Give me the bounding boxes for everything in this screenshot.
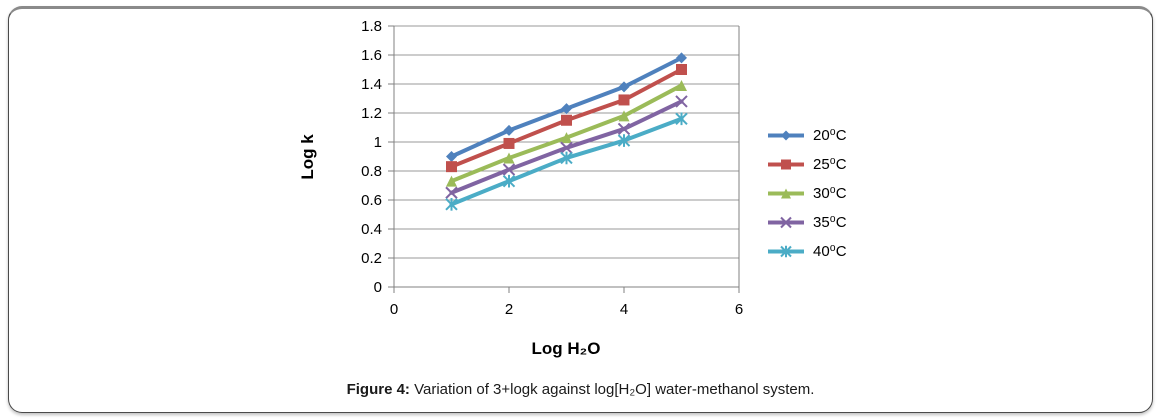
legend-label: 25⁰C [813, 156, 847, 173]
triangle-marker-icon [561, 132, 572, 144]
caption-text: Variation of 3+logk against log[H₂O] wat… [409, 381, 815, 398]
y-tick-label: 0.4 [361, 221, 382, 238]
caption-label: Figure 4: [346, 381, 410, 398]
diamond-marker-icon [618, 81, 630, 93]
legend-key-icon [768, 216, 804, 228]
x-axis-title: Log H₂O [531, 339, 601, 358]
x-axis-ticks: 0 2 4 6 [390, 287, 743, 318]
legend-item-30c: 30⁰C [768, 183, 847, 203]
diamond-marker-icon [676, 52, 687, 64]
y-tick-label: 1 [374, 134, 382, 151]
star-marker-icon [675, 112, 688, 126]
triangle-marker-icon [676, 79, 687, 91]
square-marker-icon [561, 114, 572, 126]
legend-key-icon [768, 245, 804, 257]
figure-caption: Figure 4: Variation of 3+logk against lo… [9, 381, 1152, 398]
legend-key-icon [768, 130, 804, 140]
star-marker-icon [502, 174, 516, 188]
series-20c [446, 52, 687, 162]
series-35c [445, 95, 688, 199]
legend-item-25c: 25⁰C [768, 154, 847, 174]
y-tick-label: 1.6 [361, 47, 382, 64]
series-25c [446, 64, 687, 173]
triangle-marker-icon [503, 152, 515, 164]
x-tick-label: 6 [735, 301, 743, 318]
star-marker-icon [560, 151, 573, 165]
diamond-marker-icon [446, 151, 457, 162]
x-tick-label: 4 [620, 301, 628, 318]
y-tick-label: 0 [374, 279, 382, 296]
x-marker-icon [445, 186, 458, 199]
line-chart: 0 0.2 0.4 0.6 0.8 1 1.2 1.4 1.6 1.8 0 2 4 6 [361, 18, 743, 318]
x-marker-icon [502, 163, 516, 176]
legend-label: 20⁰C [813, 127, 847, 144]
square-marker-icon [618, 94, 630, 106]
diamond-marker-icon [503, 124, 515, 136]
legend-item-35c: 35⁰C [768, 212, 847, 232]
legend-label: 30⁰C [813, 185, 847, 202]
y-tick-label: 1.4 [361, 76, 382, 93]
y-tick-label: 1.8 [361, 18, 382, 35]
x-marker-icon [675, 95, 688, 108]
legend-label: 35⁰C [813, 214, 847, 231]
y-tick-label: 0.6 [361, 192, 382, 209]
diamond-marker-icon [781, 130, 791, 140]
square-marker-icon [676, 64, 687, 75]
y-tick-label: 0.2 [361, 250, 382, 267]
triangle-marker-icon [446, 175, 457, 187]
triangle-marker-icon [618, 110, 630, 122]
y-tick-label: 1.2 [361, 105, 382, 122]
x-marker-icon [780, 216, 792, 228]
x-tick-label: 2 [505, 301, 513, 318]
series-30c [446, 79, 687, 187]
legend-key-icon [768, 159, 804, 169]
x-marker-icon [617, 122, 631, 136]
star-marker-icon [780, 245, 792, 257]
diamond-marker-icon [561, 103, 572, 115]
legend-item-40c: 40⁰C [768, 241, 847, 261]
figure-card: Log k 0 0.2 0.4 0.6 0.8 1 1.2 1.4 1.6 1.8 0 2 4 6 Log… [8, 6, 1153, 413]
x-tick-label: 0 [390, 301, 398, 318]
y-axis-ticks: 0 0.2 0.4 0.6 0.8 1 1.2 1.4 1.6 1.8 [361, 18, 394, 296]
triangle-marker-icon [781, 188, 791, 198]
axes [393, 26, 740, 288]
legend-label: 40⁰C [813, 243, 847, 260]
y-tick-label: 0.8 [361, 163, 382, 180]
square-marker-icon [781, 159, 791, 169]
legend-item-20c: 20⁰C [768, 125, 847, 145]
square-marker-icon [446, 161, 457, 173]
series-40c [445, 112, 688, 211]
star-marker-icon [617, 134, 631, 147]
square-marker-icon [503, 137, 515, 149]
legend-key-icon [768, 188, 804, 198]
x-marker-icon [560, 141, 573, 155]
y-axis-title: Log k [298, 134, 317, 180]
legend: 20⁰C 25⁰C 30⁰C 35⁰C 40⁰C [768, 125, 847, 270]
star-marker-icon [445, 198, 458, 211]
